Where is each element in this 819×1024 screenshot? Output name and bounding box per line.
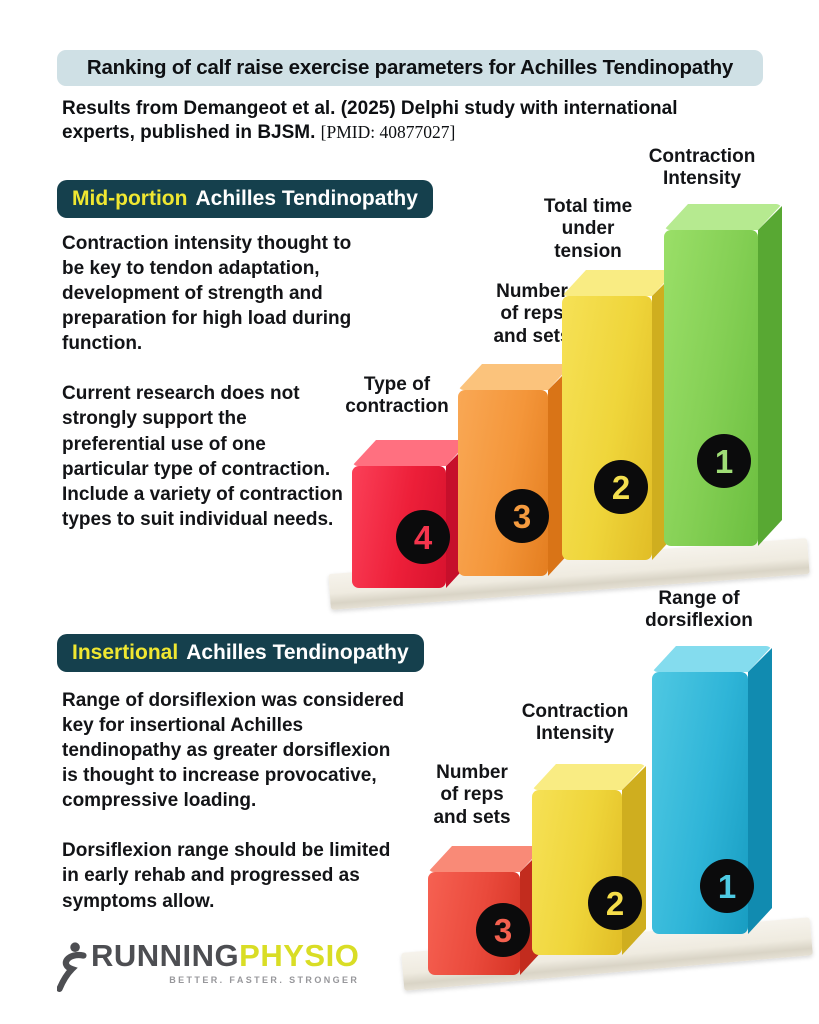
paragraph: Dorsiflexion range should be limited in …	[62, 840, 391, 912]
section-header-insertional: Insertional Achilles Tendinopathy	[57, 634, 424, 672]
paragraph: Range of dorsiflexion was considered key…	[62, 690, 405, 812]
bar-label-contraction-intensity: Contraction Intensity	[648, 146, 756, 190]
bar-front-face	[532, 790, 622, 955]
page-title: Ranking of calf raise exercise parameter…	[57, 50, 763, 86]
section-header-highlight: Mid-portion	[72, 187, 188, 210]
logo-tagline: BETTER. FASTER. STRONGER	[169, 975, 360, 985]
bar-contraction-intensity	[664, 204, 782, 546]
rank-badge: 2	[588, 876, 642, 930]
runner-icon	[56, 942, 89, 997]
section-header-rest: Achilles Tendinopathy	[195, 187, 418, 210]
rank-badge: 3	[476, 903, 530, 957]
paragraph: Contraction intensity thought to be key …	[62, 233, 352, 355]
bar-front-face	[458, 390, 548, 576]
running-physio-logo: RUNNINGPHYSIO BETTER. FASTER. STRONGER	[56, 938, 360, 997]
bar-label-reps-and-sets: Number of reps and sets	[493, 281, 571, 347]
section-header-highlight: Insertional	[72, 641, 179, 664]
midportion-body-text: Contraction intensity thought to be key …	[62, 231, 354, 557]
bar-label-time-under-tension: Total time under tension	[543, 196, 633, 262]
bar-label-contraction-intensity: Contraction Intensity	[521, 701, 629, 745]
bar-reps-and-sets	[458, 364, 572, 576]
bar-front-face	[562, 296, 652, 560]
logo-text-physio: PHYSIO	[239, 938, 360, 973]
subtitle: Results from Demangeot et al. (2025) Del…	[62, 97, 722, 145]
bar-label-range-of-dorsiflexion: Range of dorsiflexion	[645, 588, 753, 632]
rank-badge: 3	[495, 489, 549, 543]
bar-front-face	[664, 230, 758, 546]
insertional-body-text: Range of dorsiflexion was considered key…	[62, 688, 410, 939]
bar-time-under-tension	[562, 270, 676, 560]
logo-text-running: RUNNING	[91, 938, 240, 973]
subtitle-text: Results from Demangeot et al. (2025) Del…	[62, 98, 678, 143]
section-header-midportion: Mid-portion Achilles Tendinopathy	[57, 180, 433, 218]
rank-badge: 1	[697, 434, 751, 488]
paragraph: Current research does not strongly suppo…	[62, 383, 343, 530]
bar-type-of-contraction	[352, 440, 470, 588]
pmid-reference: [PMID: 40877027]	[320, 121, 456, 142]
rank-badge: 4	[396, 510, 450, 564]
bar-label-reps-and-sets: Number of reps and sets	[433, 762, 511, 828]
section-header-rest: Achilles Tendinopathy	[186, 641, 409, 664]
rank-badge: 2	[594, 460, 648, 514]
bar-label-type-of-contraction: Type of contraction	[345, 374, 449, 418]
bar-contraction-intensity	[532, 764, 646, 955]
rank-badge: 1	[700, 859, 754, 913]
